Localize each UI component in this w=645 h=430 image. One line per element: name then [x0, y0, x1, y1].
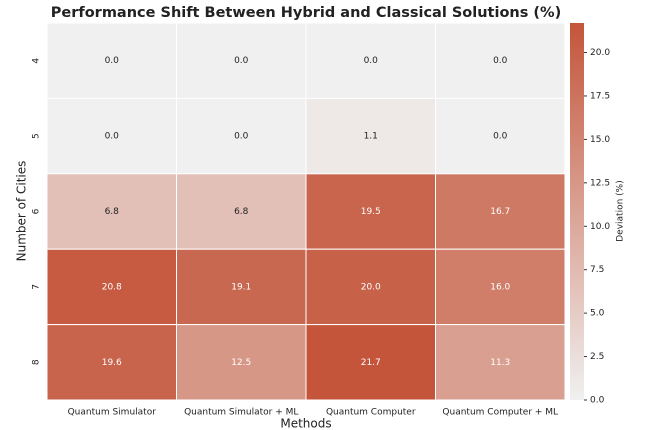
cell-label: 6.8: [234, 207, 249, 217]
cell-label: 0.0: [234, 132, 249, 142]
heatmap-cell: [176, 173, 307, 250]
colorbar: [570, 23, 584, 400]
y-axis-label: Number of Cities: [15, 161, 29, 262]
cell-label: 20.0: [361, 282, 381, 292]
heatmap-cell: [435, 22, 566, 99]
heatmap-cell: [46, 22, 177, 99]
heatmap-cell: [176, 97, 307, 175]
heatmap-cell: [176, 22, 307, 99]
x-axis-label: Methods: [280, 417, 331, 430]
cell-label: 1.1: [364, 132, 378, 142]
colorbar-tick-label: 17.5: [590, 91, 610, 101]
cell-label: 0.0: [234, 56, 249, 66]
colorbar-tick-label: 7.5: [590, 265, 604, 275]
colorbar-tick-label: 10.0: [590, 222, 610, 232]
heatmap-cell: [305, 248, 436, 326]
heatmap-cell: [435, 248, 566, 326]
cell-label: 19.5: [361, 207, 381, 217]
heatmap-cell: [435, 324, 566, 401]
cell-label: 0.0: [105, 56, 120, 66]
y-tick-label: 8: [32, 359, 42, 365]
cell-label: 21.7: [361, 358, 381, 368]
y-tick-label: 5: [32, 133, 42, 139]
colorbar-tick-label: 20.0: [590, 48, 610, 58]
heatmap-cell: [46, 97, 177, 175]
y-tick-label: 4: [32, 58, 42, 64]
x-tick-label: Quantum Simulator + ML: [184, 408, 298, 418]
cell-label: 0.0: [105, 132, 120, 142]
x-tick-label: Quantum Computer: [326, 408, 416, 418]
heatmap-cell: [176, 248, 307, 326]
cell-label: 12.5: [231, 358, 251, 368]
cell-label: 20.8: [102, 282, 122, 292]
cell-label: 16.7: [490, 207, 510, 217]
cell-label: 0.0: [493, 132, 508, 142]
y-tick-label: 7: [32, 284, 42, 290]
colorbar-tick-label: 5.0: [590, 309, 605, 319]
cell-label: 6.8: [105, 207, 120, 217]
cell-label: 11.3: [490, 358, 510, 368]
x-tick-label: Quantum Simulator: [68, 408, 157, 418]
colorbar-tick-label: 12.5: [590, 178, 610, 188]
heatmap-cell: [46, 248, 177, 326]
heatmap-cell: [305, 324, 436, 401]
heatmap-cell: [435, 173, 566, 250]
colorbar-tick-label: 15.0: [590, 135, 610, 145]
colorbar-label: Deviation (%): [616, 180, 626, 241]
x-tick-label: Quantum Computer + ML: [442, 408, 558, 418]
heatmap-cell: [305, 22, 436, 99]
cell-label: 19.1: [231, 282, 251, 292]
colorbar-tick-label: 2.5: [590, 352, 604, 362]
heatmap-cell: [435, 97, 566, 175]
cell-label: 16.0: [490, 282, 510, 292]
y-tick-label: 6: [32, 208, 42, 214]
cell-label: 0.0: [493, 56, 508, 66]
cell-label: 0.0: [364, 56, 379, 66]
heatmap-cell: [46, 324, 177, 401]
heatmap-cell: [176, 324, 307, 401]
cell-label: 19.6: [102, 358, 122, 368]
chart-title: Performance Shift Between Hybrid and Cla…: [51, 5, 561, 21]
colorbar-tick-label: 0.0: [590, 396, 605, 406]
